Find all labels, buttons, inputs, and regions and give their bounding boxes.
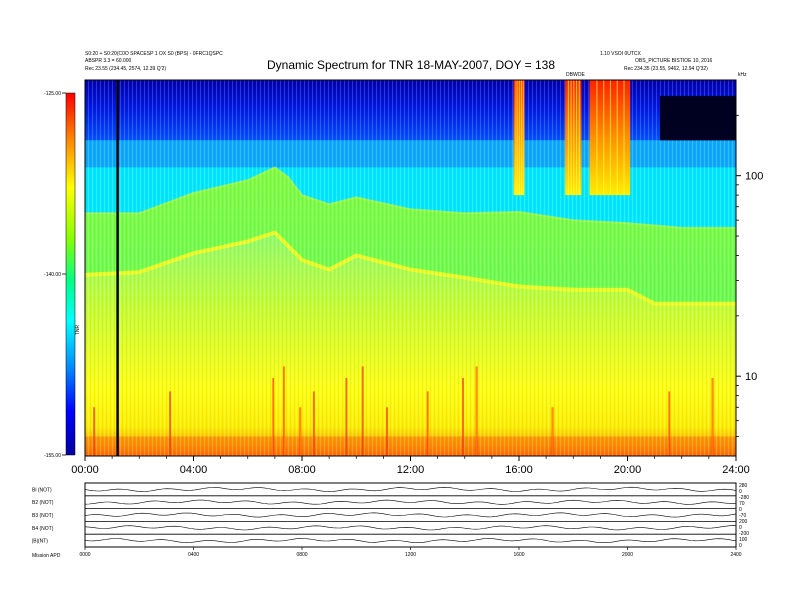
units-label: kHz xyxy=(738,72,747,78)
panel-x-tick-label: 1200 xyxy=(405,552,416,558)
burst-striation xyxy=(616,80,618,196)
header-right-line-2: OBS_PICTURE BISTIOE 10, 2016 xyxy=(635,58,712,64)
burst-striation xyxy=(578,80,580,196)
colorbar xyxy=(65,92,76,456)
magnetometer-panel: Bl (NOT) B2 (NOT) B3 (NOT) B4 (NOT) |B|(NT) 2… xyxy=(32,482,749,559)
burst-striation xyxy=(519,80,521,196)
time-axis: 00:00 04:00 08:00 12:00 16:00 20:00 24:00 xyxy=(71,456,750,476)
panel-right-tick: 0 xyxy=(739,525,742,531)
colorbar-tick-label: -125.00 xyxy=(44,91,61,97)
y-tick-label: 10 xyxy=(745,371,757,383)
chart-title: Dynamic Spectrum for TNR 18-MAY-2007, DO… xyxy=(267,58,555,72)
header-left-line-3: Rec 23.55 (234.45, 2574, 12.39 Q'2) xyxy=(85,66,166,72)
texture-streaks xyxy=(85,80,736,456)
panel-x-tick-label: 0800 xyxy=(296,552,307,558)
burst-striation xyxy=(567,80,570,196)
spectrogram xyxy=(85,80,736,456)
panel-frame xyxy=(84,482,737,548)
magnetometer-trace xyxy=(84,499,736,505)
x-tick-label: 12:00 xyxy=(397,464,425,476)
x-tick-label: 20:00 xyxy=(614,464,642,476)
magnetometer-trace xyxy=(84,538,737,544)
panel-x-tick-label: 0400 xyxy=(188,552,199,558)
panel-right-tick: 0 xyxy=(739,543,742,549)
burst-striation xyxy=(522,80,524,196)
panel-right-tick: 100 xyxy=(739,537,748,543)
channel-label: B2 (NOT) xyxy=(32,500,54,506)
channel-label: Bl (NOT) xyxy=(32,487,52,493)
x-tick-label: 16:00 xyxy=(505,464,533,476)
panel-x-tick-label: 0000 xyxy=(79,552,90,558)
colorbar-label: TNR xyxy=(75,324,81,335)
panel-footer-label: Mission APD xyxy=(32,553,61,559)
x-tick-label: 04:00 xyxy=(180,464,208,476)
y-tick-label: 100 xyxy=(745,171,763,183)
data-gap-line xyxy=(116,80,119,456)
panel-right-tick: 0 xyxy=(739,507,742,513)
burst-striation xyxy=(517,80,519,196)
panel-right-tick: 200 xyxy=(739,519,748,525)
burst-striation xyxy=(575,80,578,196)
burst-striation xyxy=(596,80,598,196)
magnetometer-trace xyxy=(84,486,737,492)
frequency-axis: 100 10 xyxy=(736,114,763,437)
channel-label: |B|(NT) xyxy=(32,539,48,545)
burst-striation xyxy=(609,80,612,196)
header-left-line-1: S0:20 + S0:20(C0O SPACESP 1 OX S0 (BPS) … xyxy=(85,51,223,57)
panel-right-tick: -200 xyxy=(739,531,749,537)
colorbar-tick-label: -140.00 xyxy=(44,272,61,278)
burst-striation xyxy=(570,80,572,196)
dark-patch xyxy=(660,95,736,141)
burst-striation xyxy=(603,80,605,196)
panel-x-tick-label: 2000 xyxy=(622,552,633,558)
panel-right-tick: -70 xyxy=(739,513,746,519)
colorbar-ticks: -125.00 -140.00 -155.00 xyxy=(44,91,66,459)
panel-right-tick: 0 xyxy=(739,489,742,495)
panel-right-tick: -280 xyxy=(739,495,749,501)
magnetometer-trace xyxy=(84,512,737,518)
panel-x-tick-label: 2400 xyxy=(730,552,741,558)
header-left-line-2: ABSPR 3.3 = 60.000 xyxy=(85,58,132,64)
x-tick-label: 24:00 xyxy=(722,464,750,476)
header-right-line-3: Rec 234.35 (23.55, 9462, 12.94 Q'32) xyxy=(624,66,708,72)
legend-label: DBWOE xyxy=(566,72,586,78)
x-tick-label: 00:00 xyxy=(71,464,99,476)
panel-right-tick: 280 xyxy=(739,483,748,489)
burst-striation xyxy=(573,80,575,196)
x-tick-label: 08:00 xyxy=(288,464,316,476)
burst-striation xyxy=(520,80,523,196)
header-right-line-1: 1.10 VSOI 0UTCX xyxy=(600,51,642,57)
panel-right-tick: 70 xyxy=(739,501,745,507)
burst-striation xyxy=(515,80,517,196)
panel-x-tick-label: 1600 xyxy=(513,552,524,558)
burst-striation xyxy=(623,80,625,196)
channel-label: B4 (NOT) xyxy=(32,526,54,532)
magnetometer-trace xyxy=(84,525,737,531)
colorbar-tick-label: -155.00 xyxy=(44,453,61,459)
channel-label: B3 (NOT) xyxy=(32,513,54,519)
